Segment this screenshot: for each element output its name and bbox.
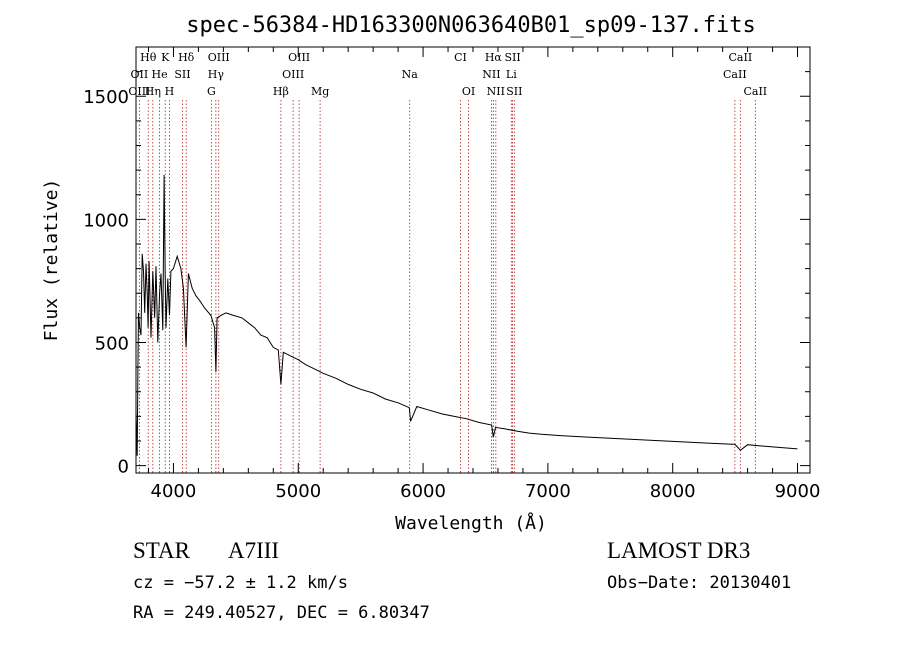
x-tick-label: 5000	[275, 481, 321, 502]
x-tick-label: 6000	[400, 481, 446, 502]
y-tick-label: 1500	[83, 87, 129, 108]
line-label: Hγ	[208, 68, 225, 81]
line-label: Mg	[311, 85, 329, 98]
spectral-line-markers	[138, 100, 756, 473]
line-label: SII	[504, 51, 520, 64]
line-label: OIII	[208, 51, 230, 64]
line-label: Hα	[485, 51, 503, 64]
ra-dec-coordinates: RA = 249.40527, DEC = 6.80347	[133, 603, 430, 623]
plot-frame	[135, 46, 811, 474]
line-label: CaII	[729, 51, 753, 64]
line-label: Hδ	[178, 51, 195, 64]
line-label: CI	[454, 51, 467, 64]
line-label: Hθ	[140, 51, 157, 64]
y-tick-label: 500	[95, 333, 129, 354]
y-tick-label: 0	[118, 457, 129, 478]
observation-date: Obs−Date: 20130401	[607, 573, 792, 593]
line-label: Hη	[145, 85, 161, 98]
line-label: OI	[462, 85, 475, 98]
x-tick-label: 7000	[525, 481, 571, 502]
line-label: OII	[131, 68, 149, 81]
y-axis: 0 500 1000 1500	[83, 71, 810, 478]
spectrum-line	[135, 174, 798, 456]
line-label: NII	[482, 68, 500, 81]
line-label: He	[152, 68, 168, 81]
classification: STAR A7III	[133, 538, 279, 564]
survey-name: LAMOST DR3	[607, 538, 751, 563]
line-label: OIII	[288, 51, 310, 64]
x-axis: 4000 5000 6000 7000 8000 9000	[147, 47, 821, 502]
x-tick-label: 9000	[775, 481, 821, 502]
x-axis-title: Wavelength (Å)	[395, 512, 547, 534]
y-tick-label: 1000	[83, 210, 129, 231]
spectral-class: A7III	[227, 538, 280, 563]
line-label: Hβ	[273, 85, 289, 98]
line-label: Li	[506, 68, 517, 81]
line-label: OIII	[128, 85, 150, 98]
chart-title: spec-56384-HD163300N063640B01_sp09-137.f…	[186, 13, 756, 38]
line-label: CaII	[743, 85, 767, 98]
y-axis-title: Flux (relative)	[41, 179, 62, 342]
line-label: NII	[487, 85, 505, 98]
line-label: G	[207, 85, 216, 98]
x-tick-label: 8000	[650, 481, 696, 502]
x-tick-label: 4000	[151, 481, 197, 502]
line-label: Na	[402, 68, 419, 81]
line-label: K	[161, 51, 170, 64]
object-type: STAR	[133, 538, 190, 563]
line-label: H	[165, 85, 175, 98]
line-label: OIII	[282, 68, 304, 81]
line-label: SII	[506, 85, 522, 98]
line-label: CaII	[723, 68, 747, 81]
line-label: SII	[174, 68, 190, 81]
redshift-cz: cz = −57.2 ± 1.2 km/s	[133, 573, 348, 593]
